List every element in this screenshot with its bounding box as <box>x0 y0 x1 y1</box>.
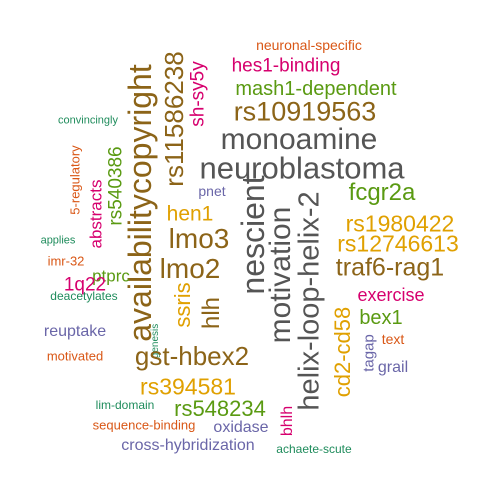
word-motivated: motivated <box>46 348 104 364</box>
word-ptprc: ptprc <box>92 266 130 286</box>
word-rs394581: rs394581 <box>140 373 236 400</box>
word-rs12746613: rs12746613 <box>337 230 459 257</box>
word-neuroblastoma: neuroblastoma <box>199 150 405 186</box>
word-sequence-binding: sequence-binding <box>92 417 196 433</box>
word-text: text <box>381 331 405 347</box>
word-cross-hybridization: cross-hybridization <box>121 437 255 454</box>
word-imr-32: imr-32 <box>47 253 85 269</box>
word-gst-hbex2: gst-hbex2 <box>134 341 250 371</box>
word-pnet: pnet <box>198 183 226 199</box>
word-lim-domain: lim-domain <box>95 398 155 412</box>
word-fcgr2a: fcgr2a <box>348 179 416 206</box>
word-availabilitycopyright: availabilitycopyright <box>122 64 158 342</box>
word-traf6-rag1: traf6-rag1 <box>335 253 445 282</box>
word-helix-loop-helix-2: helix-loop-helix-2 <box>293 191 326 411</box>
word-lmo3: lmo3 <box>168 223 230 254</box>
word-rs548234: rs548234 <box>174 396 266 421</box>
word-motivation: motivation <box>264 206 297 344</box>
word-convincingly: convincingly <box>58 114 118 127</box>
word-lmo2: lmo2 <box>159 253 221 284</box>
word-rs540386: rs540386 <box>105 146 127 226</box>
word-applies: applies <box>40 234 76 247</box>
word-bhlh: bhlh <box>279 405 296 437</box>
word-hen1: hen1 <box>166 202 214 226</box>
word-neuronal-specific: neuronal-specific <box>256 37 362 53</box>
word-5-regulatory: 5-regulatory <box>67 145 83 215</box>
word-hes1-binding: hes1-binding <box>231 55 341 77</box>
word-1q22: 1q22 <box>63 274 107 296</box>
word-rs11586238: rs11586238 <box>159 51 189 187</box>
word-abstracts: abstracts <box>86 179 106 249</box>
word-reuptake: reuptake <box>43 323 107 340</box>
word-bex1: bex1 <box>359 307 403 329</box>
word-tagap: tagap <box>360 334 378 372</box>
word-monoamine: monoamine <box>220 123 378 156</box>
word-grail: grail <box>377 359 409 376</box>
word-rs10919563: rs10919563 <box>233 96 377 127</box>
word-exercise: exercise <box>357 285 425 305</box>
word-achaete-scute: achaete-scute <box>276 442 352 456</box>
word-mash1-dependent: mash1-dependent <box>235 78 397 100</box>
word-ssris: ssris <box>170 282 195 328</box>
word-oxidase: oxidase <box>213 419 269 436</box>
word-cd2-cd58: cd2-cd58 <box>330 306 355 398</box>
word-rs1980422: rs1980422 <box>345 210 455 237</box>
word-hlh: hlh <box>198 296 225 330</box>
word-sh-sy5y: sh-sy5y <box>187 61 209 127</box>
word-deacetylates: deacetylates <box>50 289 118 303</box>
